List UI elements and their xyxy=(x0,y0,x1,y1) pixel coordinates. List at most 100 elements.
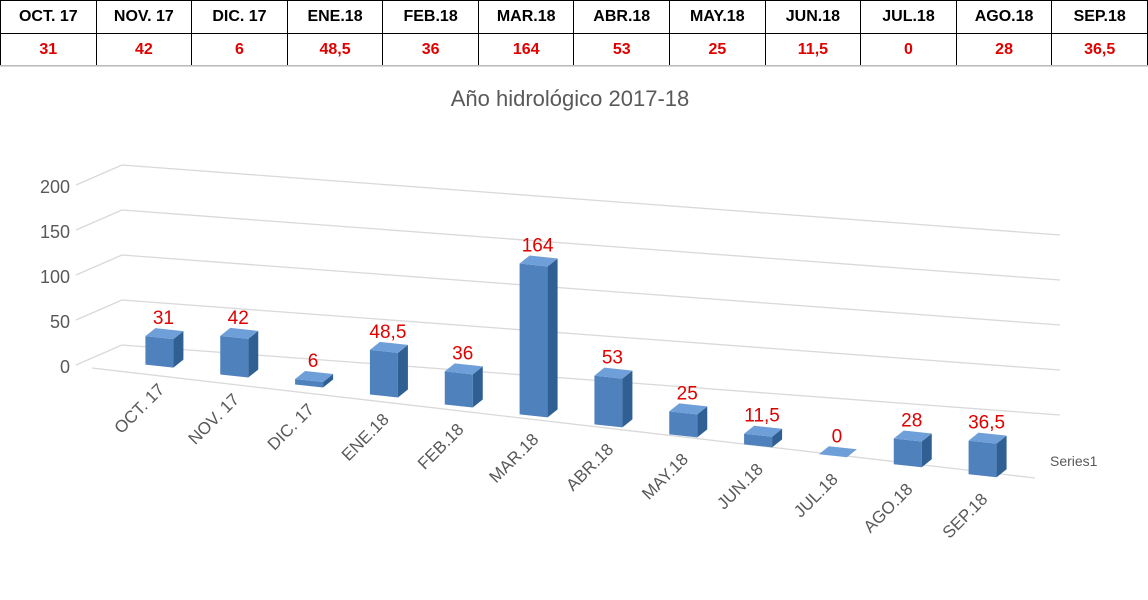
bar-front xyxy=(369,349,398,398)
data-label: 164 xyxy=(522,236,554,257)
value-cell[interactable]: 42 xyxy=(95,33,193,66)
bar-top xyxy=(968,432,1007,444)
bar-front xyxy=(444,371,473,408)
y-tick-label: 150 xyxy=(40,222,70,242)
gridline xyxy=(121,209,1061,281)
header-cell[interactable]: MAY.18 xyxy=(669,0,766,34)
bar[interactable] xyxy=(295,370,334,388)
bar[interactable] xyxy=(818,446,857,458)
value-cell[interactable]: 36,5 xyxy=(1051,33,1148,66)
bar[interactable] xyxy=(968,432,1007,478)
y-axis-labels: 0 50 100 150 200 xyxy=(40,177,70,377)
bar-chart-3d[interactable]: Año hidrológico 2017-18 0 50 100 150 200 31 4… xyxy=(0,70,1148,600)
data-label: 53 xyxy=(602,348,623,369)
bar-side xyxy=(622,370,633,428)
x-tick-label: NOV. 17 xyxy=(185,390,243,448)
value-cell[interactable]: 164 xyxy=(477,33,575,66)
table-header-row: OCT. 17 NOV. 17 DIC. 17 ENE.18 FEB.18 MA… xyxy=(0,0,1148,34)
y-tick-label: 50 xyxy=(50,312,70,332)
header-cell[interactable]: NOV. 17 xyxy=(95,0,193,34)
bar-side xyxy=(697,406,708,438)
value-cell[interactable]: 0 xyxy=(860,33,957,66)
bar[interactable] xyxy=(145,328,184,368)
bar-side xyxy=(921,433,932,468)
bar-top xyxy=(744,425,783,437)
floor-front-edge xyxy=(91,367,1036,479)
bar-top xyxy=(295,370,334,382)
bar-top xyxy=(220,327,259,339)
bar-front xyxy=(519,263,548,418)
x-tick-label: ENE.18 xyxy=(338,410,393,465)
x-tick-label: MAY.18 xyxy=(638,450,692,504)
bar-top xyxy=(818,446,857,458)
bar[interactable] xyxy=(594,367,633,428)
legend-series1[interactable]: Series1 xyxy=(1050,453,1098,469)
y-tick-label: 0 xyxy=(60,357,70,377)
data-label: 42 xyxy=(228,308,249,329)
x-tick-label: FEB.18 xyxy=(414,420,468,474)
bar[interactable] xyxy=(744,425,783,448)
header-cell[interactable]: OCT. 17 xyxy=(0,0,97,34)
data-label: 6 xyxy=(308,351,319,372)
x-tick-label: OCT. 17 xyxy=(111,380,169,438)
data-labels: 31 42 6 48,5 36 164 53 25 11,5 0 28 36,5 xyxy=(153,236,1005,448)
bar[interactable] xyxy=(893,430,932,468)
data-label: 28 xyxy=(901,410,922,431)
header-cell[interactable]: JUN.18 xyxy=(764,0,862,34)
x-tick-label: DIC. 17 xyxy=(264,400,318,454)
bar-front xyxy=(744,433,773,448)
gridline-side xyxy=(75,299,123,321)
x-tick-label: AGO.18 xyxy=(860,480,917,537)
data-label: 25 xyxy=(677,383,698,404)
gridlines xyxy=(75,164,1061,479)
value-cell[interactable]: 11,5 xyxy=(764,33,862,66)
data-label: 36,5 xyxy=(968,413,1005,434)
sheet-gridline xyxy=(0,66,1148,71)
gridline-side xyxy=(75,254,123,276)
header-cell[interactable]: MAR.18 xyxy=(477,0,575,34)
header-cell[interactable]: SEP.18 xyxy=(1051,0,1148,34)
header-cell[interactable]: DIC. 17 xyxy=(191,0,288,34)
bar-front xyxy=(968,440,997,478)
value-cell[interactable]: 6 xyxy=(191,33,288,66)
bar-top xyxy=(669,403,708,415)
bar-front xyxy=(220,335,249,378)
value-cell[interactable]: 48,5 xyxy=(286,33,384,66)
header-cell[interactable]: AGO.18 xyxy=(955,0,1053,34)
bar-front xyxy=(295,378,324,388)
bar-side xyxy=(772,428,783,448)
value-cell[interactable]: 28 xyxy=(955,33,1053,66)
value-cell[interactable]: 53 xyxy=(573,33,671,66)
x-tick-label: JUN.18 xyxy=(713,460,767,514)
value-cell[interactable]: 25 xyxy=(669,33,766,66)
header-cell[interactable]: FEB.18 xyxy=(382,0,479,34)
chart-title: Año hidrológico 2017-18 xyxy=(451,86,690,111)
data-label: 36 xyxy=(452,343,473,364)
bar-top xyxy=(594,367,633,379)
bar[interactable] xyxy=(669,403,708,438)
value-cell[interactable]: 31 xyxy=(0,33,97,66)
header-cell[interactable]: JUL.18 xyxy=(860,0,957,34)
bar-side xyxy=(397,344,408,398)
bar-top xyxy=(444,363,483,375)
table-value-row: 31 42 6 48,5 36 164 53 25 11,5 0 28 36,5 xyxy=(0,33,1148,66)
gridline xyxy=(121,254,1061,326)
bar[interactable] xyxy=(519,255,558,418)
bar-side xyxy=(472,366,483,408)
data-label: 0 xyxy=(832,426,843,447)
gridline xyxy=(121,164,1061,236)
header-cell[interactable]: ABR.18 xyxy=(573,0,671,34)
gridline xyxy=(121,299,1061,371)
header-cell[interactable]: ENE.18 xyxy=(286,0,384,34)
value-cell[interactable]: 36 xyxy=(382,33,479,66)
bar[interactable] xyxy=(444,363,483,408)
bar-side xyxy=(323,373,334,388)
y-tick-label: 100 xyxy=(40,267,70,287)
bar-front xyxy=(594,375,623,428)
bar-front xyxy=(145,336,174,368)
bar-front xyxy=(669,411,698,438)
bar[interactable] xyxy=(369,341,408,398)
data-table: OCT. 17 NOV. 17 DIC. 17 ENE.18 FEB.18 MA… xyxy=(0,0,1148,66)
bars xyxy=(145,255,1007,478)
bar[interactable] xyxy=(220,327,259,378)
